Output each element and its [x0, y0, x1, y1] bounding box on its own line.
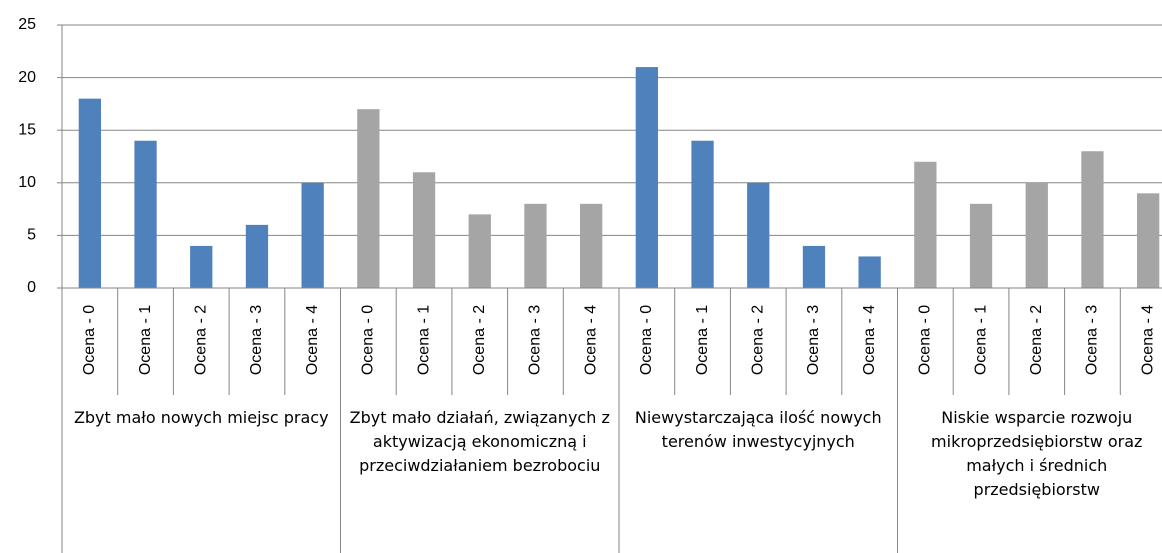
bar — [134, 140, 157, 288]
x-tick-label: Ocena - 3 — [527, 305, 544, 375]
y-tick-label: 15 — [18, 121, 36, 138]
bar — [1025, 182, 1048, 288]
group-label: Niewystarczająca ilość nowych terenów in… — [634, 408, 882, 451]
x-tick-label: Ocena - 0 — [638, 305, 655, 375]
bar — [580, 203, 603, 288]
x-tick-label: Ocena - 2 — [1028, 305, 1045, 375]
y-tick-label: 0 — [27, 279, 36, 296]
x-tick-label: Ocena - 4 — [582, 305, 599, 375]
bar — [1137, 193, 1160, 288]
y-tick-label: 20 — [18, 69, 36, 86]
group-label-box: Zbyt mało nowych miejsc pracy — [73, 408, 329, 427]
x-tick-label: Ocena - 1 — [694, 305, 711, 375]
group-label: Niskie wsparcie rozwoju mikroprzedsiębio… — [931, 408, 1143, 499]
bar — [190, 245, 213, 288]
x-tick-label: Ocena - 1 — [972, 305, 989, 375]
x-tick-label: Ocena - 0 — [360, 305, 377, 375]
bar — [78, 98, 101, 288]
bar — [301, 182, 324, 288]
y-tick-label: 25 — [18, 16, 36, 33]
x-tick-label: Ocena - 1 — [415, 305, 432, 375]
x-tick-label: Ocena - 3 — [1084, 305, 1101, 375]
group-label: Zbyt mało nowych miejsc pracy — [73, 408, 329, 427]
bar — [802, 245, 826, 288]
bar — [747, 182, 770, 288]
bar — [858, 256, 881, 288]
bar — [969, 203, 993, 288]
bar — [245, 224, 269, 288]
group-label-box: Niskie wsparcie rozwoju mikroprzedsiębio… — [931, 408, 1143, 499]
group-label: Zbyt mało działań, związanych z aktywiza… — [349, 408, 610, 475]
y-tick-label: 5 — [27, 227, 36, 244]
x-tick-label: Ocena - 0 — [917, 305, 934, 375]
bar — [468, 214, 491, 288]
x-tick-label: Ocena - 4 — [304, 305, 321, 375]
bar — [1081, 151, 1104, 288]
x-tick-label: Ocena - 4 — [861, 305, 878, 375]
bar — [635, 67, 658, 288]
x-tick-label: Ocena - 0 — [81, 305, 98, 375]
x-tick-label: Ocena - 1 — [137, 305, 154, 375]
bar — [914, 161, 937, 288]
group-label-box: Niewystarczająca ilość nowych terenów in… — [634, 408, 882, 451]
x-tick-label: Ocena - 3 — [248, 305, 265, 375]
x-tick-label: Ocena - 2 — [471, 305, 488, 375]
x-tick-label: Ocena - 2 — [192, 305, 209, 375]
x-tick-label: Ocena - 2 — [749, 305, 766, 375]
bar — [357, 109, 380, 288]
bar — [691, 140, 714, 288]
x-tick-label: Ocena - 4 — [1139, 305, 1156, 375]
x-tick-label: Ocena - 3 — [805, 305, 822, 375]
bar — [412, 172, 436, 288]
bar — [524, 203, 547, 288]
y-tick-label: 10 — [18, 174, 36, 191]
group-label-box: Zbyt mało działań, związanych z aktywiza… — [349, 408, 610, 475]
